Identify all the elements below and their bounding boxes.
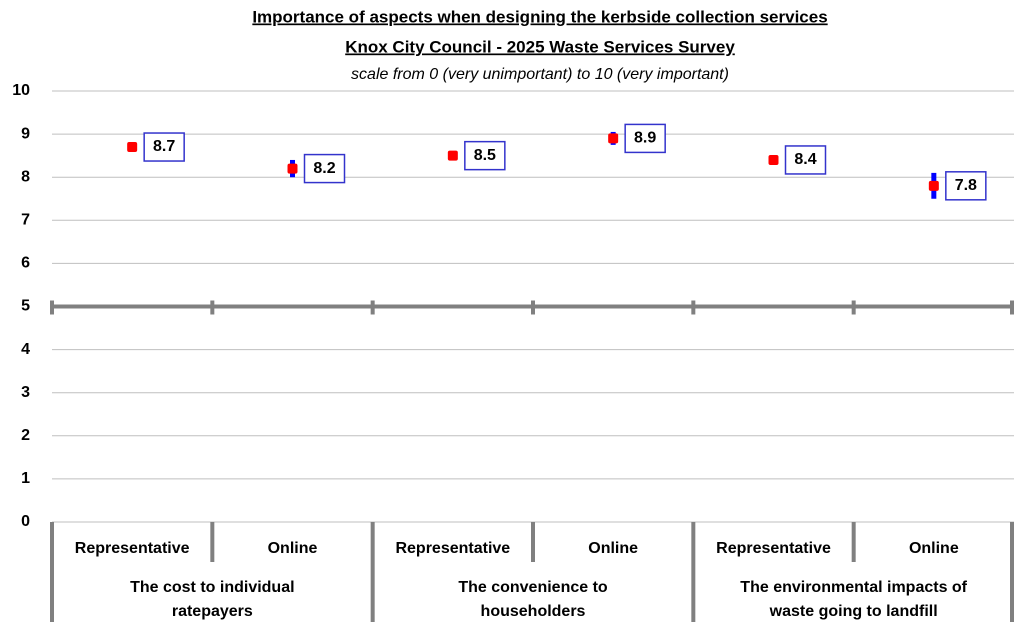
- point: [928, 180, 939, 191]
- y-tick-label: 7: [21, 212, 30, 229]
- data-label-box: [143, 132, 185, 162]
- y-tick-label: 4: [21, 341, 30, 358]
- data-label-box: [945, 171, 987, 201]
- group-label: The cost to individual: [130, 579, 294, 596]
- y-tick-label: 10: [12, 82, 30, 99]
- group-label: waste going to landfill: [769, 603, 938, 620]
- x-tick-label: Representative: [716, 540, 831, 557]
- y-tick-label: 2: [21, 427, 30, 444]
- data-label: 8.2: [313, 160, 335, 177]
- x-tick-label: Representative: [395, 540, 510, 557]
- data-label-box: [784, 145, 827, 175]
- x-tick-label: Online: [909, 540, 959, 557]
- y-tick-label: 5: [21, 298, 30, 315]
- x-tick-label: Online: [588, 540, 638, 557]
- y-tick-label: 9: [21, 125, 30, 142]
- data-label: 7.8: [955, 177, 977, 194]
- point: [447, 150, 458, 161]
- chart-subtitle: Knox City Council - 2025 Waste Services …: [345, 37, 735, 56]
- group-label: ratepayers: [172, 603, 253, 620]
- y-tick-label: 0: [21, 513, 30, 530]
- y-tick-label: 8: [21, 168, 30, 185]
- y-tick-label: 6: [21, 255, 30, 272]
- data-label-box: [464, 140, 506, 171]
- group-label: The environmental impacts of: [740, 579, 967, 596]
- point: [287, 163, 298, 174]
- point: [768, 154, 779, 165]
- chart-title: Importance of aspects when designing the…: [252, 7, 827, 26]
- y-tick-label: 1: [21, 470, 30, 487]
- point: [608, 133, 619, 144]
- group-label: householders: [481, 603, 586, 620]
- data-label-box: [624, 123, 666, 154]
- data-label: 8.4: [794, 151, 816, 168]
- x-tick-label: Representative: [75, 540, 190, 557]
- point: [127, 142, 138, 153]
- data-label: 8.9: [634, 130, 656, 147]
- group-label: The convenience to: [458, 579, 608, 596]
- chart-note: scale from 0 (very unimportant) to 10 (v…: [351, 66, 729, 83]
- data-label: 8.5: [474, 147, 496, 164]
- y-tick-label: 3: [21, 384, 30, 401]
- data-label-box: [303, 153, 346, 184]
- x-tick-label: Online: [268, 540, 318, 557]
- data-label: 8.7: [153, 138, 175, 155]
